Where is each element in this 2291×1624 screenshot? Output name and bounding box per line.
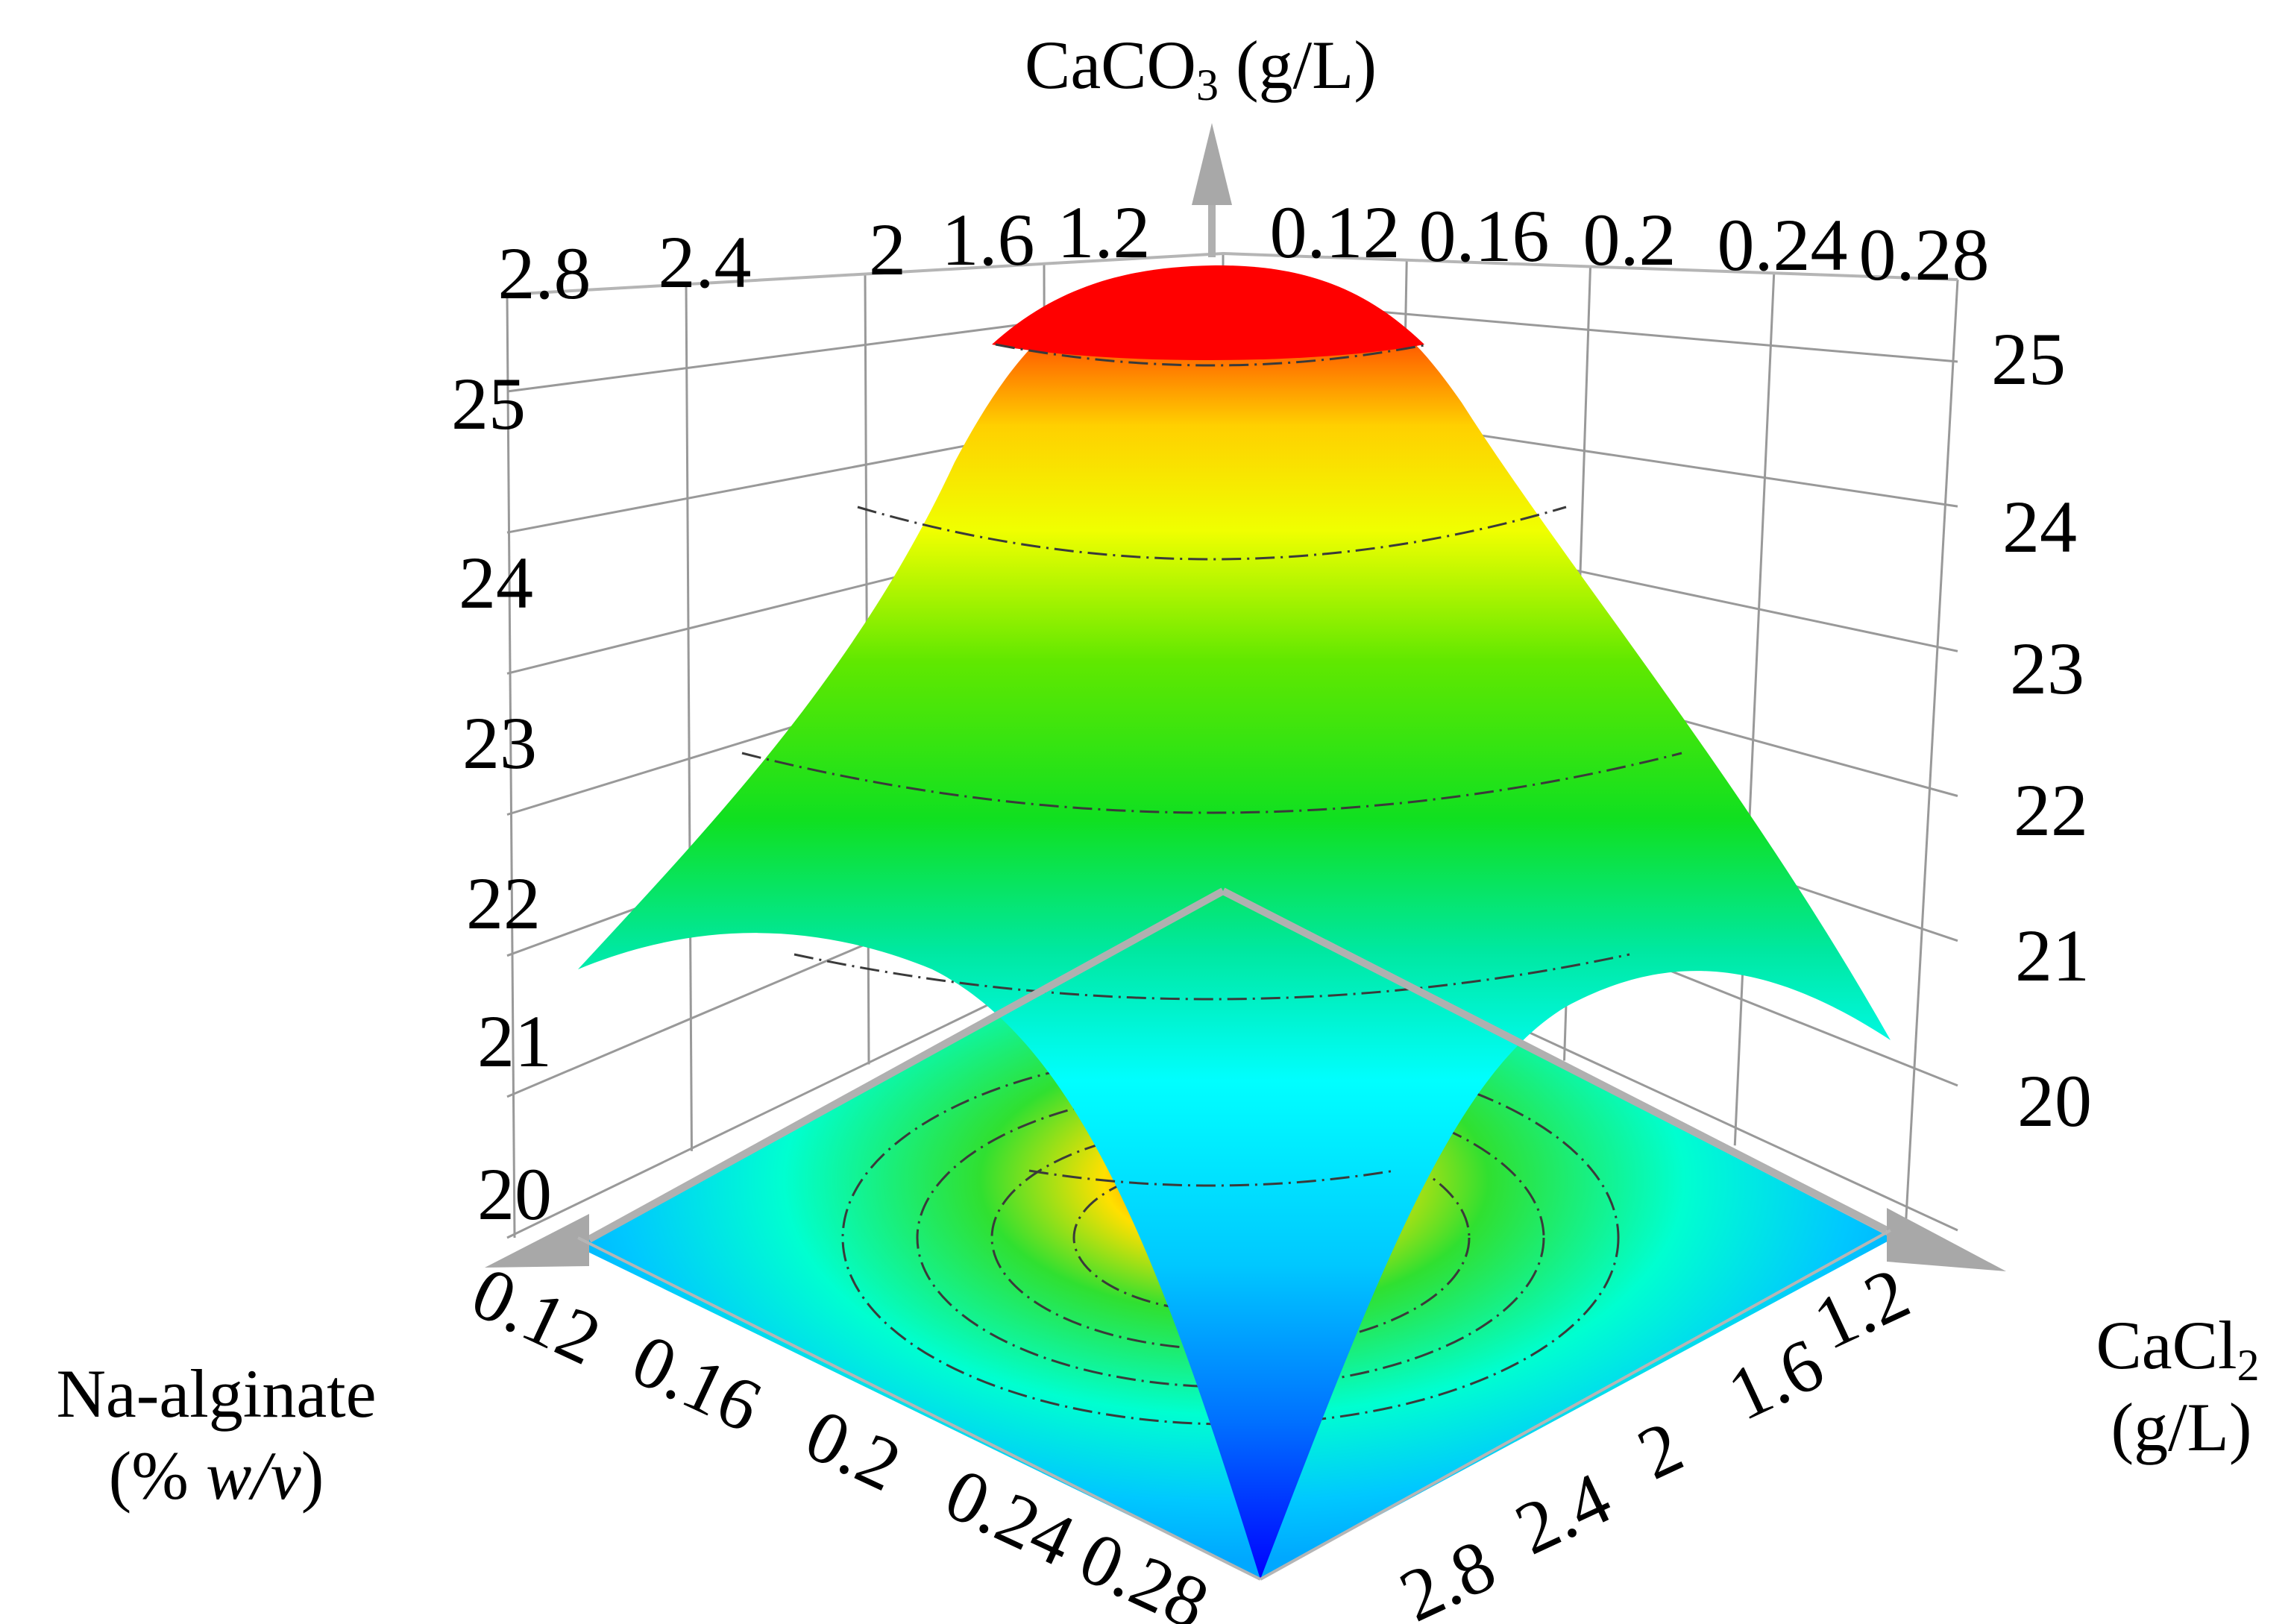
x-axis-title-units: (% w/v) <box>109 1438 324 1514</box>
axis-arrows <box>485 123 2006 1581</box>
surface-contour-0 <box>995 343 1429 367</box>
back-tick-cacl2: 2.8 <box>498 232 591 315</box>
y-tick: 2.4 <box>1503 1456 1623 1570</box>
x-tick: 0.2 <box>793 1393 913 1507</box>
surface-contour-2 <box>741 752 1682 814</box>
back-tick-na-alginate: 0.12 <box>1270 191 1401 274</box>
back-tick-na-alginate: 0.16 <box>1419 195 1550 277</box>
z-tick-left: 21 <box>477 1000 552 1083</box>
z-tick-right: 22 <box>2014 769 2088 852</box>
surface-contour-1 <box>857 506 1567 561</box>
axis-titles: CaCO3 (g/L) Na-alginate (% w/v) CaCl2 (g… <box>56 27 2259 1514</box>
z-tick-left: 20 <box>477 1153 552 1236</box>
z-tick-right: 21 <box>2015 914 2090 997</box>
x-axis-arrowhead <box>485 1214 589 1268</box>
back-grid-line-right <box>1904 279 1959 1231</box>
x-axis-arrow-shaft <box>587 887 1225 1243</box>
surface-contours <box>741 343 1682 1187</box>
back-tick-cacl2: 1.6 <box>942 198 1035 281</box>
z-tick-right: 20 <box>2017 1060 2092 1142</box>
response-surface <box>578 265 1891 1579</box>
back-tick-na-alginate: 0.2 <box>1583 198 1676 281</box>
back-frame-top <box>506 251 1958 296</box>
y-axis-title: CaCl2 <box>2096 1307 2259 1390</box>
z-tick-left: 23 <box>462 702 537 784</box>
z-tick-right: 23 <box>2010 627 2084 710</box>
back-grid-line-right <box>1733 273 1776 1146</box>
dome-cap <box>992 265 1424 360</box>
y-tick: 2 <box>1626 1405 1694 1496</box>
x-axis-title: Na-alginate <box>56 1356 376 1432</box>
surface-contour-4 <box>1028 1169 1395 1187</box>
z-axis-title: CaCO3 (g/L) <box>1025 27 1377 110</box>
y-tick: 2.8 <box>1388 1523 1507 1624</box>
z-tick-left: 24 <box>459 541 533 624</box>
y-tick: 1.6 <box>1716 1322 1835 1436</box>
surface-contour-3 <box>793 953 1630 1001</box>
back-tick-na-alginate: 0.28 <box>1859 213 1990 296</box>
y-axis-title-units: (g/L) <box>2111 1389 2251 1465</box>
back-tick-na-alginate: 0.24 <box>1718 204 1848 286</box>
floor-edge-front-right <box>1260 1229 1891 1581</box>
z-tick-left: 25 <box>451 362 526 445</box>
z-axis-arrowhead <box>1192 123 1232 205</box>
y-axis-arrowhead <box>1887 1208 2006 1271</box>
back-grid-line-left <box>685 284 693 1151</box>
x-tick: 0.12 <box>459 1250 613 1381</box>
back-tick-cacl2: 2.4 <box>659 221 752 303</box>
y-axis-arrow-shaft <box>1221 887 1889 1234</box>
z-tick-right: 24 <box>2002 485 2077 568</box>
back-tick-cacl2: 1.2 <box>1057 191 1151 274</box>
z-tick-right: 25 <box>1991 318 2066 400</box>
back-tick-cacl2: 2 <box>869 208 906 291</box>
back-grid-line-left <box>506 294 516 1239</box>
dome-surface <box>578 266 1891 1579</box>
floor-edge-front-left <box>577 1236 1261 1581</box>
x-tick: 0.16 <box>620 1318 773 1448</box>
z-tick-left: 22 <box>466 862 541 945</box>
